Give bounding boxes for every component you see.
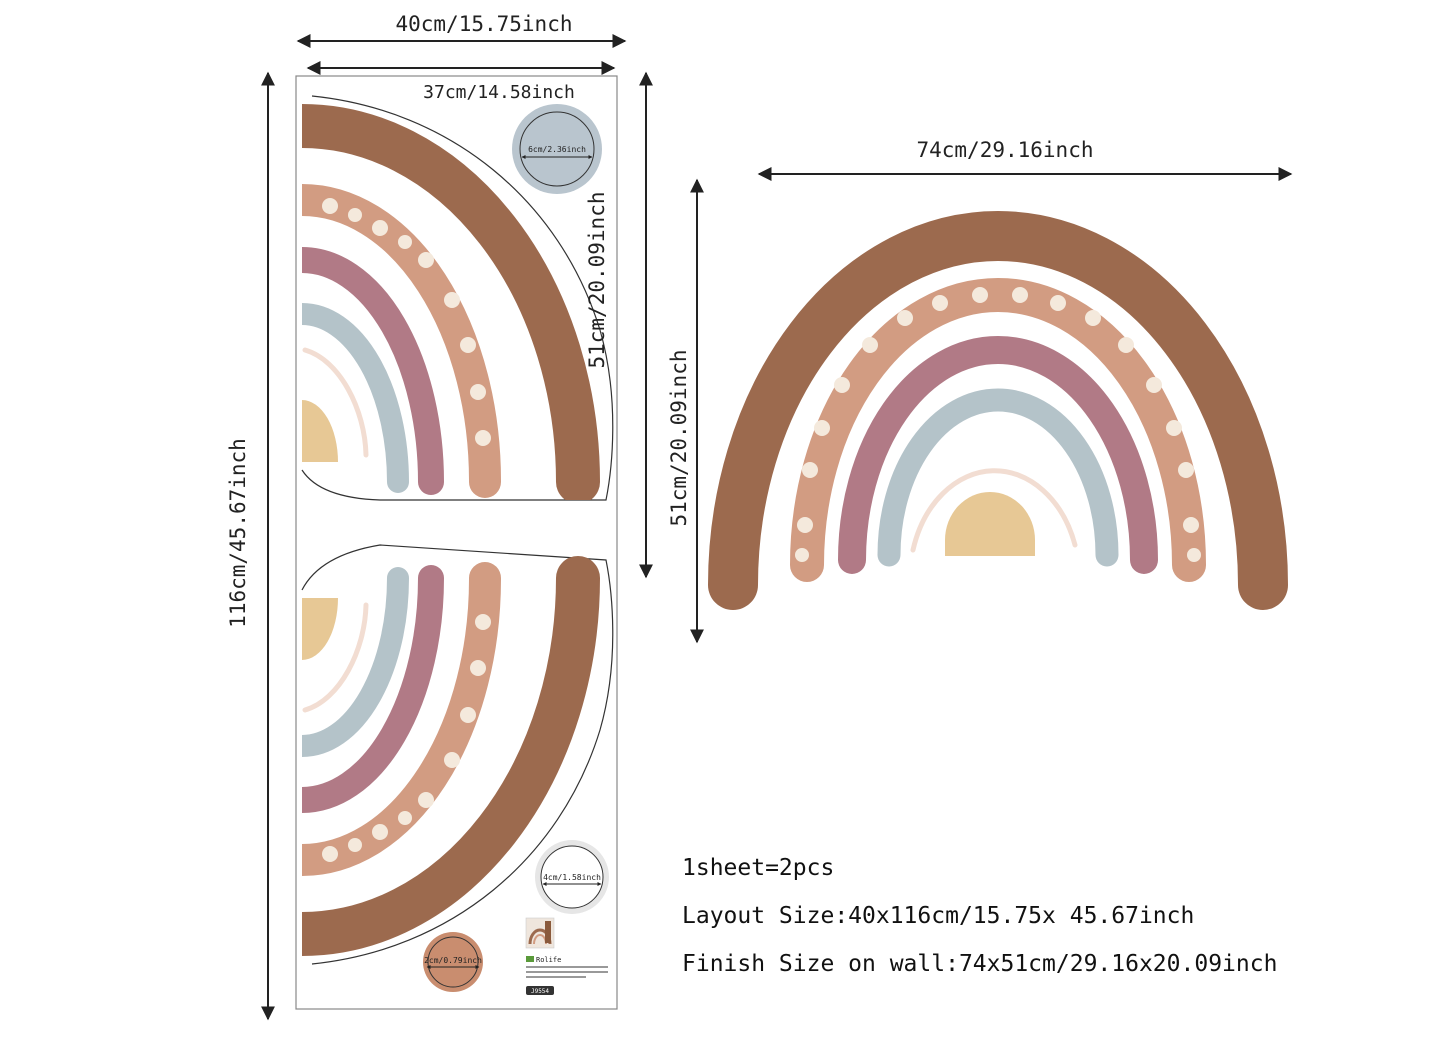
top-band-brown	[302, 104, 600, 500]
info-layout-size: Layout Size:40x116cm/15.75x 45.67inch	[682, 903, 1195, 929]
top-band-blue	[302, 303, 409, 493]
bottom-cutline	[301, 544, 614, 965]
wall-rainbow	[708, 211, 1288, 610]
wall-band-mauve	[838, 336, 1158, 574]
bottom-dots	[322, 614, 491, 862]
circle-large-label: 6cm/2.36inch	[528, 145, 586, 154]
sheet-height-label: 116cm/45.67inch	[226, 438, 250, 628]
product-label: Rolife J9554	[525, 917, 608, 995]
circle-medium-label: 4cm/1.58inch	[543, 873, 601, 882]
brand-text: Rolife	[536, 956, 561, 964]
wall-width-label: 74cm/29.16inch	[916, 138, 1093, 162]
circle-small: 2cm/0.79inch	[423, 932, 483, 992]
inner-width-label: 37cm/14.58inch	[423, 82, 575, 103]
top-dots	[322, 198, 491, 446]
circle-small-label: 2cm/0.79inch	[424, 956, 482, 965]
wall-height-label: 51cm/20.09inch	[667, 349, 691, 526]
top-sun	[302, 400, 338, 462]
top-cutline	[301, 95, 614, 501]
top-half-rainbow	[302, 104, 600, 500]
circle-large: 6cm/2.36inch	[512, 104, 602, 194]
top-band-mauve	[302, 247, 444, 495]
wall-leaf-vine	[910, 468, 1078, 553]
info-pieces: 1sheet=2pcs	[682, 855, 835, 881]
code-text: J9554	[531, 988, 549, 995]
top-band-dotted	[302, 184, 502, 498]
wall-band-blue	[877, 388, 1119, 567]
bottom-leaf-vine	[302, 602, 369, 713]
bottom-band-mauve	[302, 565, 444, 813]
circle-medium: 4cm/1.58inch	[535, 840, 609, 914]
wall-band-brown	[708, 211, 1288, 610]
sheet-width-label: 40cm/15.75inch	[395, 12, 572, 36]
top-leaf-vine	[302, 347, 369, 458]
wall-band-dotted	[790, 278, 1206, 582]
bottom-sun	[302, 598, 338, 660]
bottom-band-blue	[302, 567, 409, 757]
bottom-half-rainbow	[302, 556, 600, 956]
bottom-band-brown	[302, 556, 600, 956]
wall-sun	[945, 492, 1035, 556]
half-height-label: 51cm/20.09inch	[585, 191, 609, 368]
bottom-band-dotted	[302, 562, 502, 876]
wall-dots	[795, 287, 1201, 562]
info-finish-size: Finish Size on wall:74x51cm/29.16x20.09i…	[682, 951, 1278, 977]
